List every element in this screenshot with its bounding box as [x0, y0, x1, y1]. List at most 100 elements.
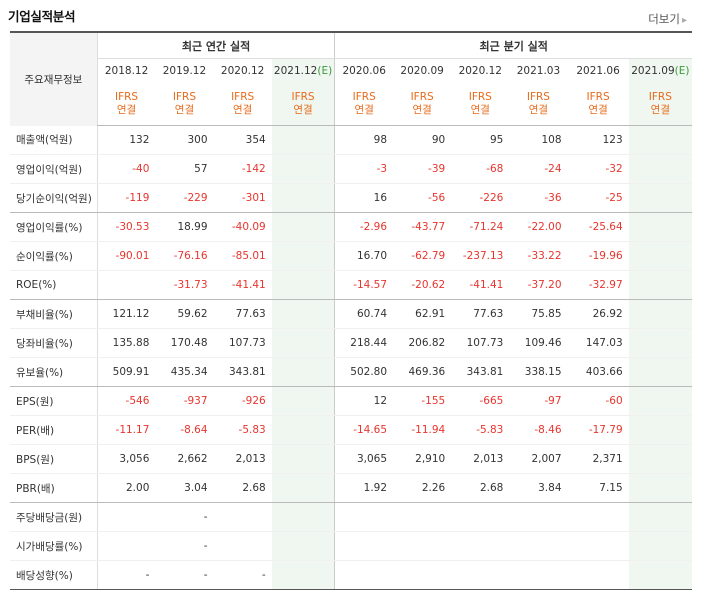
table-cell	[271, 125, 335, 155]
table-cell: -60	[567, 386, 629, 416]
table-row: 부채비율(%) 121.12 59.62 77.63 60.74 62.91 77.63 75…	[10, 299, 692, 329]
table-cell: -43.77	[393, 212, 452, 242]
table-cell	[628, 299, 692, 329]
table-cell: -25.64	[567, 212, 629, 242]
table-cell: 107.73	[213, 328, 272, 358]
ifrs-row: IFRS 연결 IFRS 연결 IFRS 연결 IFRS 연결 IFRS 연결 IFRS 연결 IFRS…	[10, 83, 692, 126]
table-cell: 18.99	[155, 212, 214, 242]
table-cell: -142	[213, 154, 272, 184]
table-row: 시가배당률(%) -	[10, 531, 692, 561]
ifrs-text: IFRS	[352, 91, 376, 103]
period-label: 2020.12	[220, 65, 265, 77]
table-cell: 123	[567, 125, 629, 155]
table-cell: 1.92	[334, 473, 394, 503]
table-cell: -14.57	[334, 270, 394, 300]
ifrs-label: IFRS 연결	[451, 83, 510, 126]
table-cell: -229	[155, 183, 214, 213]
table-cell	[509, 502, 568, 532]
table-cell: -5.83	[451, 415, 510, 445]
row-label: 매출액(억원)	[10, 125, 98, 155]
table-cell: -237.13	[451, 241, 510, 271]
table-cell: -119	[96, 183, 156, 213]
table-cell	[451, 560, 510, 590]
period-label: 2020.06	[342, 65, 386, 77]
table-cell	[271, 154, 335, 184]
table-cell: -24	[509, 154, 568, 184]
table-cell	[213, 502, 272, 532]
table-row: 유보율(%) 509.91 435.34 343.81 502.80 469.36 343.…	[10, 357, 692, 387]
table-cell: -665	[451, 386, 510, 416]
row-label: 유보율(%)	[10, 357, 98, 387]
table-cell: -226	[451, 183, 510, 213]
period-label: 2021.03	[516, 65, 561, 77]
table-cell: 343.81	[213, 357, 272, 387]
row-label: 시가배당률(%)	[10, 531, 98, 561]
table-cell: 62.91	[393, 299, 452, 329]
table-cell: 2,013	[213, 444, 272, 474]
table-cell	[628, 125, 692, 155]
table-cell: 90	[393, 125, 452, 155]
table-row: ROE(%) -31.73 -41.41 -14.57 -20.62 -41.41 -37.…	[10, 270, 692, 300]
ifrs-text: IFRS	[526, 91, 550, 103]
column-header-label: 주요재무정보	[10, 31, 98, 126]
table-row: PER(배) -11.17 -8.64 -5.83 -14.65 -11.94 -5.83-…	[10, 415, 692, 445]
row-label: PBR(배)	[10, 473, 98, 503]
table-cell: -17.79	[567, 415, 629, 445]
row-label: BPS(원)	[10, 444, 98, 474]
consolidated-text: 연결	[293, 104, 313, 116]
table-cell	[213, 531, 272, 561]
table-cell: -	[96, 560, 156, 590]
table-cell: -33.22	[509, 241, 568, 271]
table-cell: -97	[509, 386, 568, 416]
table-cell	[271, 212, 335, 242]
table-cell: -8.64	[155, 415, 214, 445]
table-cell: -32	[567, 154, 629, 184]
row-label: EPS(원)	[10, 386, 98, 416]
table-row: EPS(원) -546 -937 -926 12 -155 -665 -97 -60	[10, 386, 692, 416]
table-cell: -11.17	[96, 415, 156, 445]
table-cell	[271, 270, 335, 300]
chevron-right-icon: ▸	[681, 15, 687, 26]
ifrs-label: IFRS 연결	[509, 83, 568, 126]
table-cell	[271, 241, 335, 271]
table-cell: 147.03	[567, 328, 629, 358]
table-cell	[271, 328, 335, 358]
table-cell: -546	[96, 386, 156, 416]
ifrs-label: IFRS 연결	[271, 83, 335, 126]
table-cell: 2,662	[155, 444, 214, 474]
table-cell	[334, 531, 394, 561]
table-cell: 206.82	[393, 328, 452, 358]
table-cell: -	[155, 502, 214, 532]
table-cell: 60.74	[334, 299, 394, 329]
table-cell: -	[155, 531, 214, 561]
table-cell	[628, 328, 692, 358]
table-cell	[628, 386, 692, 416]
row-label: PER(배)	[10, 415, 98, 445]
table-cell: 218.44	[334, 328, 394, 358]
ifrs-label: IFRS 연결	[155, 83, 214, 126]
period-row: 2018.12 2019.12 2020.12 2021.12(E) 2020.06 20…	[10, 58, 692, 83]
table-cell	[451, 502, 510, 532]
table-cell: 75.85	[509, 299, 568, 329]
consolidated-text: 연결	[354, 104, 374, 116]
table-cell	[509, 531, 568, 561]
table-cell: 435.34	[155, 357, 214, 387]
table-cell: -71.24	[451, 212, 510, 242]
table-cell: -40	[96, 154, 156, 184]
table-cell: 343.81	[451, 357, 510, 387]
table-cell: 509.91	[96, 357, 156, 387]
consolidated-text: 연결	[412, 104, 432, 116]
consolidated-text: 연결	[470, 104, 490, 116]
more-link[interactable]: 더보기 ▸	[648, 11, 687, 27]
ifrs-text: IFRS	[231, 91, 255, 103]
table-cell: -937	[155, 386, 214, 416]
table-cell	[393, 560, 452, 590]
table-cell: 57	[155, 154, 214, 184]
row-label: 영업이익률(%)	[10, 212, 98, 242]
table-cell	[393, 531, 452, 561]
table-cell: 2.26	[393, 473, 452, 503]
ifrs-label: IFRS 연결	[334, 83, 394, 126]
table-cell: -155	[393, 386, 452, 416]
table-cell: 2.00	[96, 473, 156, 503]
table-row: 당기순이익(억원) -119 -229 -301 16 -56 -226 -36 -25	[10, 183, 692, 213]
